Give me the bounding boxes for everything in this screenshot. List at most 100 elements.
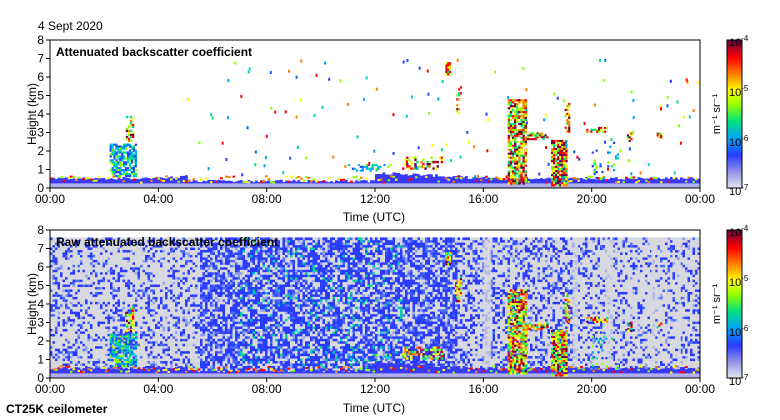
heatmap-cell xyxy=(67,271,71,275)
heatmap-cell xyxy=(92,348,96,352)
heatmap-cell xyxy=(75,331,78,334)
heatmap-cell xyxy=(122,355,126,359)
heatmap-cell xyxy=(145,336,148,339)
heatmap-cell xyxy=(105,286,108,290)
heatmap-cell xyxy=(95,242,98,246)
surface-layer-cell xyxy=(215,183,218,188)
heatmap-cell xyxy=(192,343,196,347)
heatmap-cell xyxy=(130,301,133,305)
cloud-cell xyxy=(534,138,537,141)
heatmap-cell xyxy=(105,358,108,362)
surface-layer-cell xyxy=(70,175,73,178)
surface-layer-cell xyxy=(502,178,506,181)
heatmap-cell xyxy=(190,264,193,268)
heatmap-cell xyxy=(110,254,113,258)
cloud-cell xyxy=(130,147,134,150)
heatmap-cell xyxy=(172,308,176,312)
surface-layer-cell xyxy=(510,183,513,188)
cloud-cell xyxy=(524,164,527,167)
surface-layer-cell xyxy=(675,177,678,188)
heatmap-cell xyxy=(55,281,58,285)
cloud-cell xyxy=(119,145,122,148)
heatmap-cell xyxy=(92,313,96,317)
heatmap-cell xyxy=(185,338,188,342)
surface-layer-cell xyxy=(412,173,416,188)
heatmap-cell xyxy=(82,323,86,327)
heatmap-cell xyxy=(85,331,88,334)
heatmap-cell xyxy=(50,318,53,322)
heatmap-cell xyxy=(110,259,113,263)
heatmap-cell xyxy=(92,242,96,246)
heatmap-cell xyxy=(122,311,126,315)
cloud-cell xyxy=(514,128,517,132)
surface-layer-cell xyxy=(527,180,531,183)
heatmap-cell xyxy=(80,316,83,320)
heatmap-cell xyxy=(120,326,123,329)
heatmap-cell xyxy=(85,294,88,297)
heatmap-cell xyxy=(95,239,98,243)
heatmap-cell xyxy=(92,304,96,307)
heatmap-cell xyxy=(160,328,163,332)
cloud-cell xyxy=(449,70,452,74)
heatmap-cell xyxy=(117,274,121,278)
cloud-cell xyxy=(561,160,564,163)
heatmap-cell xyxy=(80,331,83,334)
cloud-cell xyxy=(609,151,612,154)
heatmap-cell xyxy=(87,289,91,292)
heatmap-cell xyxy=(57,311,61,315)
heatmap-cell xyxy=(60,249,63,253)
cloud-cell xyxy=(418,165,421,168)
heatmap-cell xyxy=(182,279,186,283)
heatmap-cell xyxy=(147,353,151,357)
surface-layer-cell xyxy=(377,179,381,182)
heatmap-cell xyxy=(142,311,146,315)
heatmap-cell xyxy=(152,350,156,354)
heatmap-cell xyxy=(95,294,98,297)
heatmap-cell xyxy=(150,328,153,332)
surface-layer-cell xyxy=(440,183,443,188)
heatmap-cell xyxy=(60,311,63,315)
cloud-cell xyxy=(507,122,511,126)
heatmap-cell xyxy=(162,363,166,366)
heatmap-cell xyxy=(157,308,161,312)
heatmap-cell xyxy=(115,252,118,255)
heatmap-cell xyxy=(140,271,143,275)
cloud-cell xyxy=(414,163,417,166)
heatmap-cell xyxy=(187,338,191,342)
heatmap-cell xyxy=(182,343,186,347)
heatmap-cell xyxy=(65,343,68,347)
heatmap-cell xyxy=(107,304,111,307)
heatmap-cell xyxy=(180,259,183,263)
surface-layer-cell xyxy=(342,178,346,181)
surface-layer-cell xyxy=(535,178,538,188)
surface-layer-cell xyxy=(437,183,441,188)
heatmap-cell xyxy=(62,299,66,302)
heatmap-cell xyxy=(110,318,113,322)
cloud-cell xyxy=(129,121,133,125)
heatmap-cell xyxy=(110,264,113,268)
surface-layer-cell xyxy=(57,177,61,188)
surface-layer-cell xyxy=(445,177,448,180)
heatmap-cell xyxy=(157,296,161,300)
heatmap-cell xyxy=(160,321,163,325)
heatmap-cell xyxy=(117,299,121,302)
heatmap-cell xyxy=(80,360,83,364)
heatmap-cell xyxy=(155,291,158,295)
surface-layer-cell xyxy=(220,183,223,188)
surface-layer-cell xyxy=(507,183,511,188)
heatmap-cell xyxy=(172,323,176,327)
heatmap-cell xyxy=(140,257,143,260)
heatmap-cell xyxy=(72,242,76,246)
heatmap-cell xyxy=(80,299,83,302)
heatmap-cell xyxy=(52,296,56,300)
cb1-tick-3: 10-6 xyxy=(729,134,749,149)
heatmap-cell xyxy=(160,259,163,263)
heatmap-cell xyxy=(67,353,71,357)
heatmap-cell xyxy=(185,257,188,260)
heatmap-cell xyxy=(57,341,61,344)
heatmap-cell xyxy=(62,326,66,329)
heatmap-cell xyxy=(105,326,108,329)
cloud-cell xyxy=(414,158,417,162)
heatmap-cell xyxy=(152,331,156,334)
heatmap-cell xyxy=(65,262,68,265)
